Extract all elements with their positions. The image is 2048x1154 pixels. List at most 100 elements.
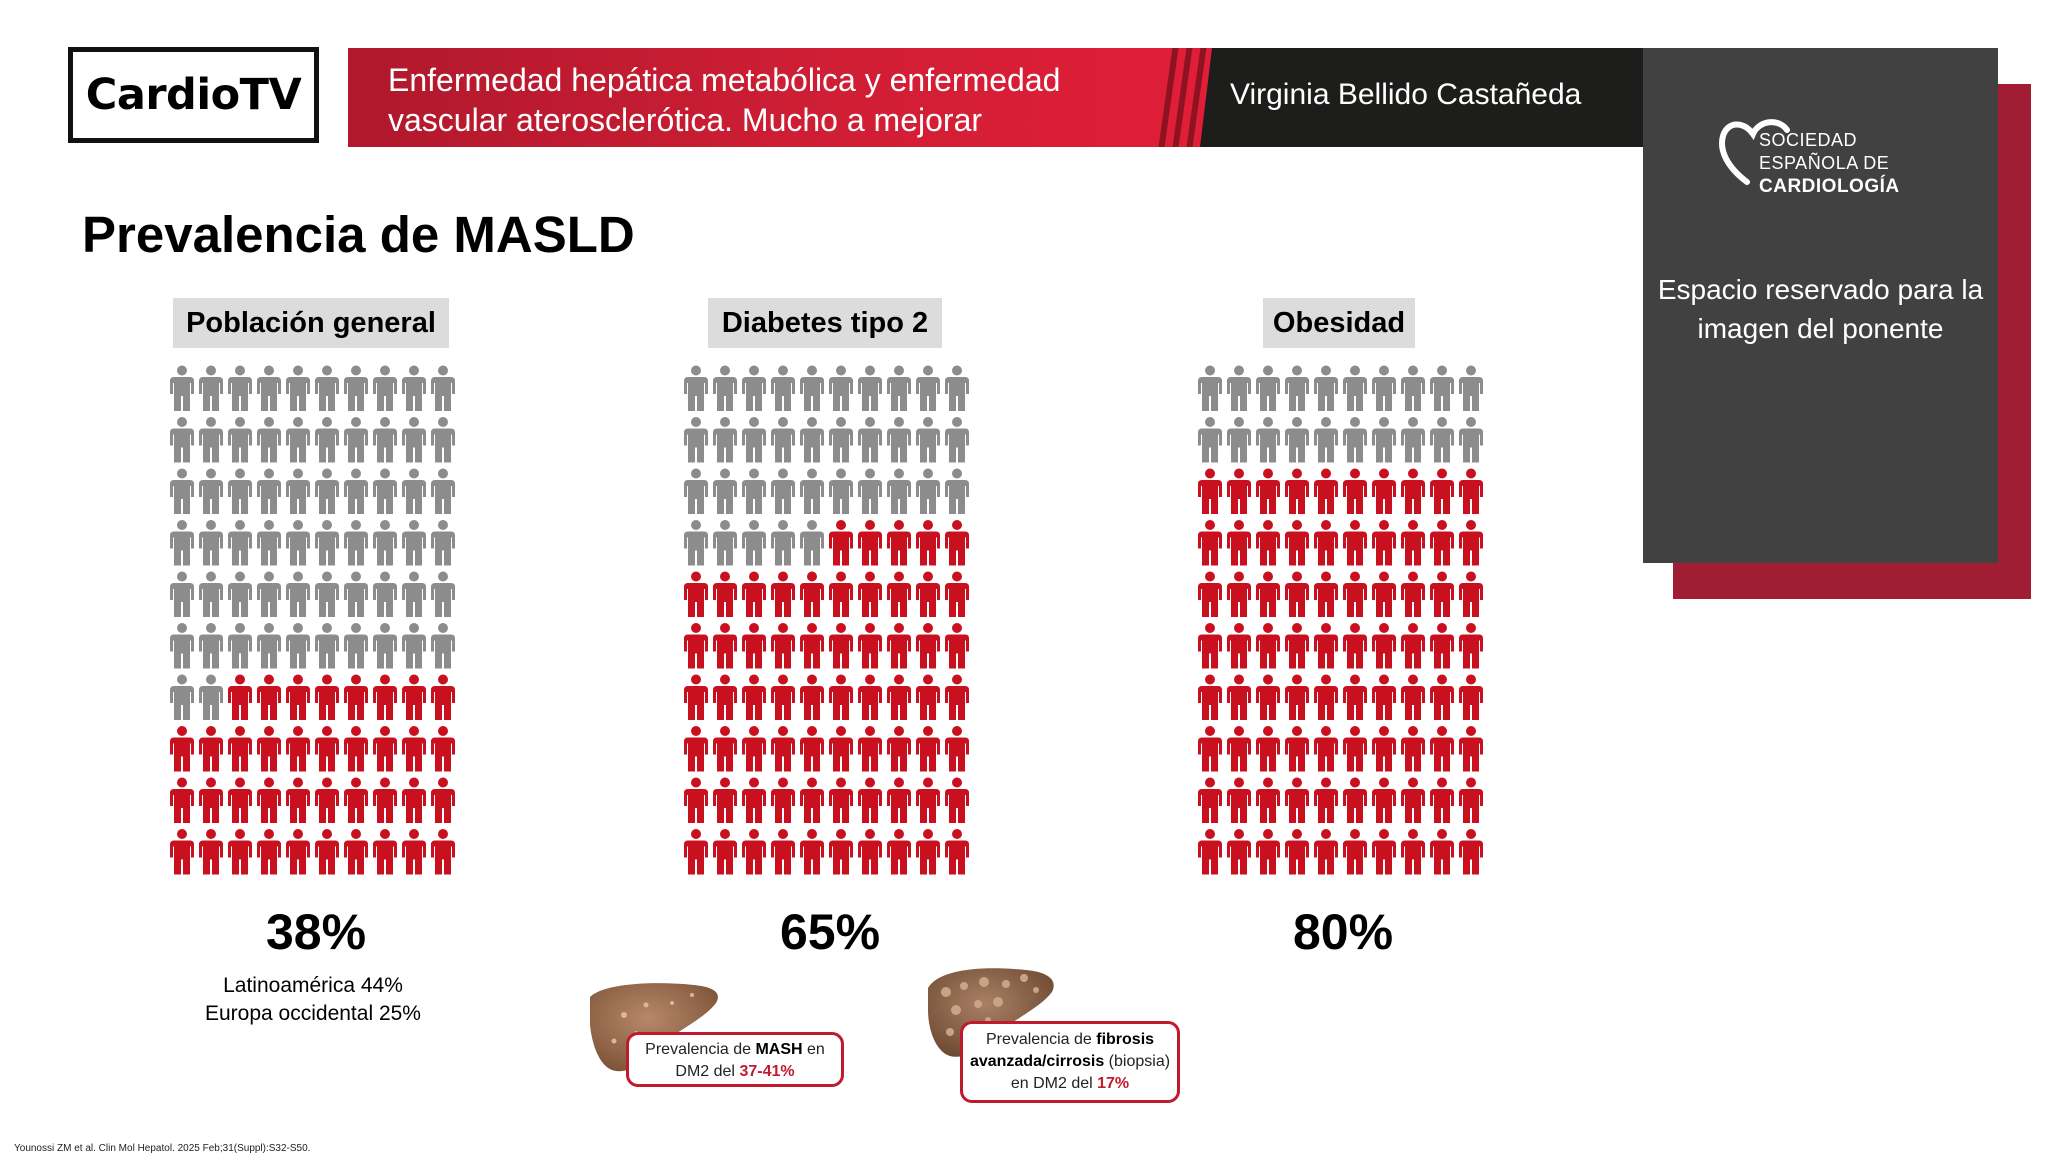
person-icon-unaffected	[1198, 417, 1222, 463]
person-icon-affected	[1401, 468, 1425, 514]
person-icon-affected	[1227, 571, 1251, 617]
person-icon-unaffected	[199, 623, 223, 669]
person-icon-unaffected	[771, 520, 795, 566]
person-icon-affected	[402, 726, 426, 772]
speaker-band: Virginia Bellido Castañeda	[1200, 48, 1644, 147]
person-icon-affected	[1372, 777, 1396, 823]
person-icon-unaffected	[1314, 365, 1338, 411]
person-icon-affected	[800, 674, 824, 720]
person-icon-unaffected	[1401, 417, 1425, 463]
person-icon-affected	[373, 829, 397, 875]
person-icon-unaffected	[228, 571, 252, 617]
person-icon-affected	[916, 571, 940, 617]
person-icon-unaffected	[315, 417, 339, 463]
person-icon-affected	[887, 571, 911, 617]
person-icon-unaffected	[771, 365, 795, 411]
person-icon-affected	[1227, 829, 1251, 875]
person-icon-unaffected	[887, 468, 911, 514]
person-icon-unaffected	[1285, 417, 1309, 463]
person-icon-affected	[373, 674, 397, 720]
person-icon-affected	[1343, 829, 1367, 875]
person-icon-affected	[257, 674, 281, 720]
person-icon-affected	[1285, 623, 1309, 669]
person-icon-affected	[315, 829, 339, 875]
person-icon-affected	[1198, 468, 1222, 514]
person-icon-affected	[1256, 777, 1280, 823]
sec-logo-line1: SOCIEDAD	[1759, 130, 1858, 150]
person-icon-unaffected	[1430, 365, 1454, 411]
person-icon-unaffected	[257, 417, 281, 463]
person-icon-affected	[1285, 829, 1309, 875]
person-icon-affected	[945, 520, 969, 566]
person-icon-unaffected	[344, 365, 368, 411]
person-icon-unaffected	[286, 468, 310, 514]
person-icon-affected	[1256, 571, 1280, 617]
person-icon-unaffected	[431, 571, 455, 617]
callout-mash: Prevalencia de MASH en DM2 del 37-41%	[626, 1032, 844, 1087]
person-icon-affected	[858, 623, 882, 669]
person-icon-unaffected	[257, 365, 281, 411]
person-icon-affected	[1459, 829, 1483, 875]
person-icon-affected	[771, 726, 795, 772]
person-icon-unaffected	[199, 674, 223, 720]
person-icon-affected	[315, 726, 339, 772]
pictogram-diabetes	[684, 365, 969, 875]
person-icon-affected	[858, 777, 882, 823]
person-icon-unaffected	[431, 417, 455, 463]
person-icon-affected	[1227, 777, 1251, 823]
person-icon-unaffected	[742, 365, 766, 411]
person-icon-affected	[257, 777, 281, 823]
person-icon-affected	[1227, 623, 1251, 669]
person-icon-affected	[431, 674, 455, 720]
person-icon-unaffected	[344, 520, 368, 566]
person-icon-unaffected	[887, 417, 911, 463]
person-icon-unaffected	[713, 417, 737, 463]
person-icon-affected	[1198, 520, 1222, 566]
person-icon-affected	[1430, 468, 1454, 514]
person-icon-unaffected	[286, 520, 310, 566]
pictogram-obesity	[1198, 365, 1483, 875]
person-icon-affected	[1314, 520, 1338, 566]
person-icon-affected	[315, 777, 339, 823]
person-icon-unaffected	[800, 520, 824, 566]
person-icon-unaffected	[1343, 417, 1367, 463]
person-icon-affected	[1372, 468, 1396, 514]
person-icon-affected	[1285, 571, 1309, 617]
person-icon-affected	[771, 829, 795, 875]
person-icon-unaffected	[170, 468, 194, 514]
person-icon-unaffected	[1227, 365, 1251, 411]
person-icon-affected	[1430, 829, 1454, 875]
person-icon-affected	[800, 571, 824, 617]
person-icon-affected	[1430, 674, 1454, 720]
person-icon-unaffected	[1372, 365, 1396, 411]
citation: Younossi ZM et al. Clin Mol Hepatol. 202…	[14, 1143, 311, 1154]
person-icon-affected	[1198, 777, 1222, 823]
person-icon-affected	[684, 571, 708, 617]
person-icon-unaffected	[199, 468, 223, 514]
person-icon-affected	[373, 777, 397, 823]
heart-logo-icon	[1719, 119, 1790, 185]
person-icon-unaffected	[228, 623, 252, 669]
person-icon-affected	[1459, 571, 1483, 617]
person-icon-unaffected	[344, 571, 368, 617]
person-icon-unaffected	[286, 365, 310, 411]
percent-diabetes: 65%	[779, 904, 881, 960]
person-icon-affected	[742, 777, 766, 823]
person-icon-affected	[1459, 726, 1483, 772]
person-icon-affected	[1430, 623, 1454, 669]
group-label-diabetes: Diabetes tipo 2	[708, 298, 942, 348]
person-icon-affected	[771, 674, 795, 720]
person-icon-unaffected	[257, 623, 281, 669]
person-icon-affected	[1314, 468, 1338, 514]
person-icon-affected	[742, 674, 766, 720]
person-icon-unaffected	[373, 417, 397, 463]
person-icon-unaffected	[1459, 365, 1483, 411]
person-icon-unaffected	[858, 365, 882, 411]
person-icon-unaffected	[713, 365, 737, 411]
person-icon-affected	[916, 623, 940, 669]
person-icon-unaffected	[916, 365, 940, 411]
person-icon-unaffected	[315, 365, 339, 411]
person-icon-affected	[1314, 777, 1338, 823]
person-icon-affected	[1314, 571, 1338, 617]
person-icon-affected	[1459, 520, 1483, 566]
